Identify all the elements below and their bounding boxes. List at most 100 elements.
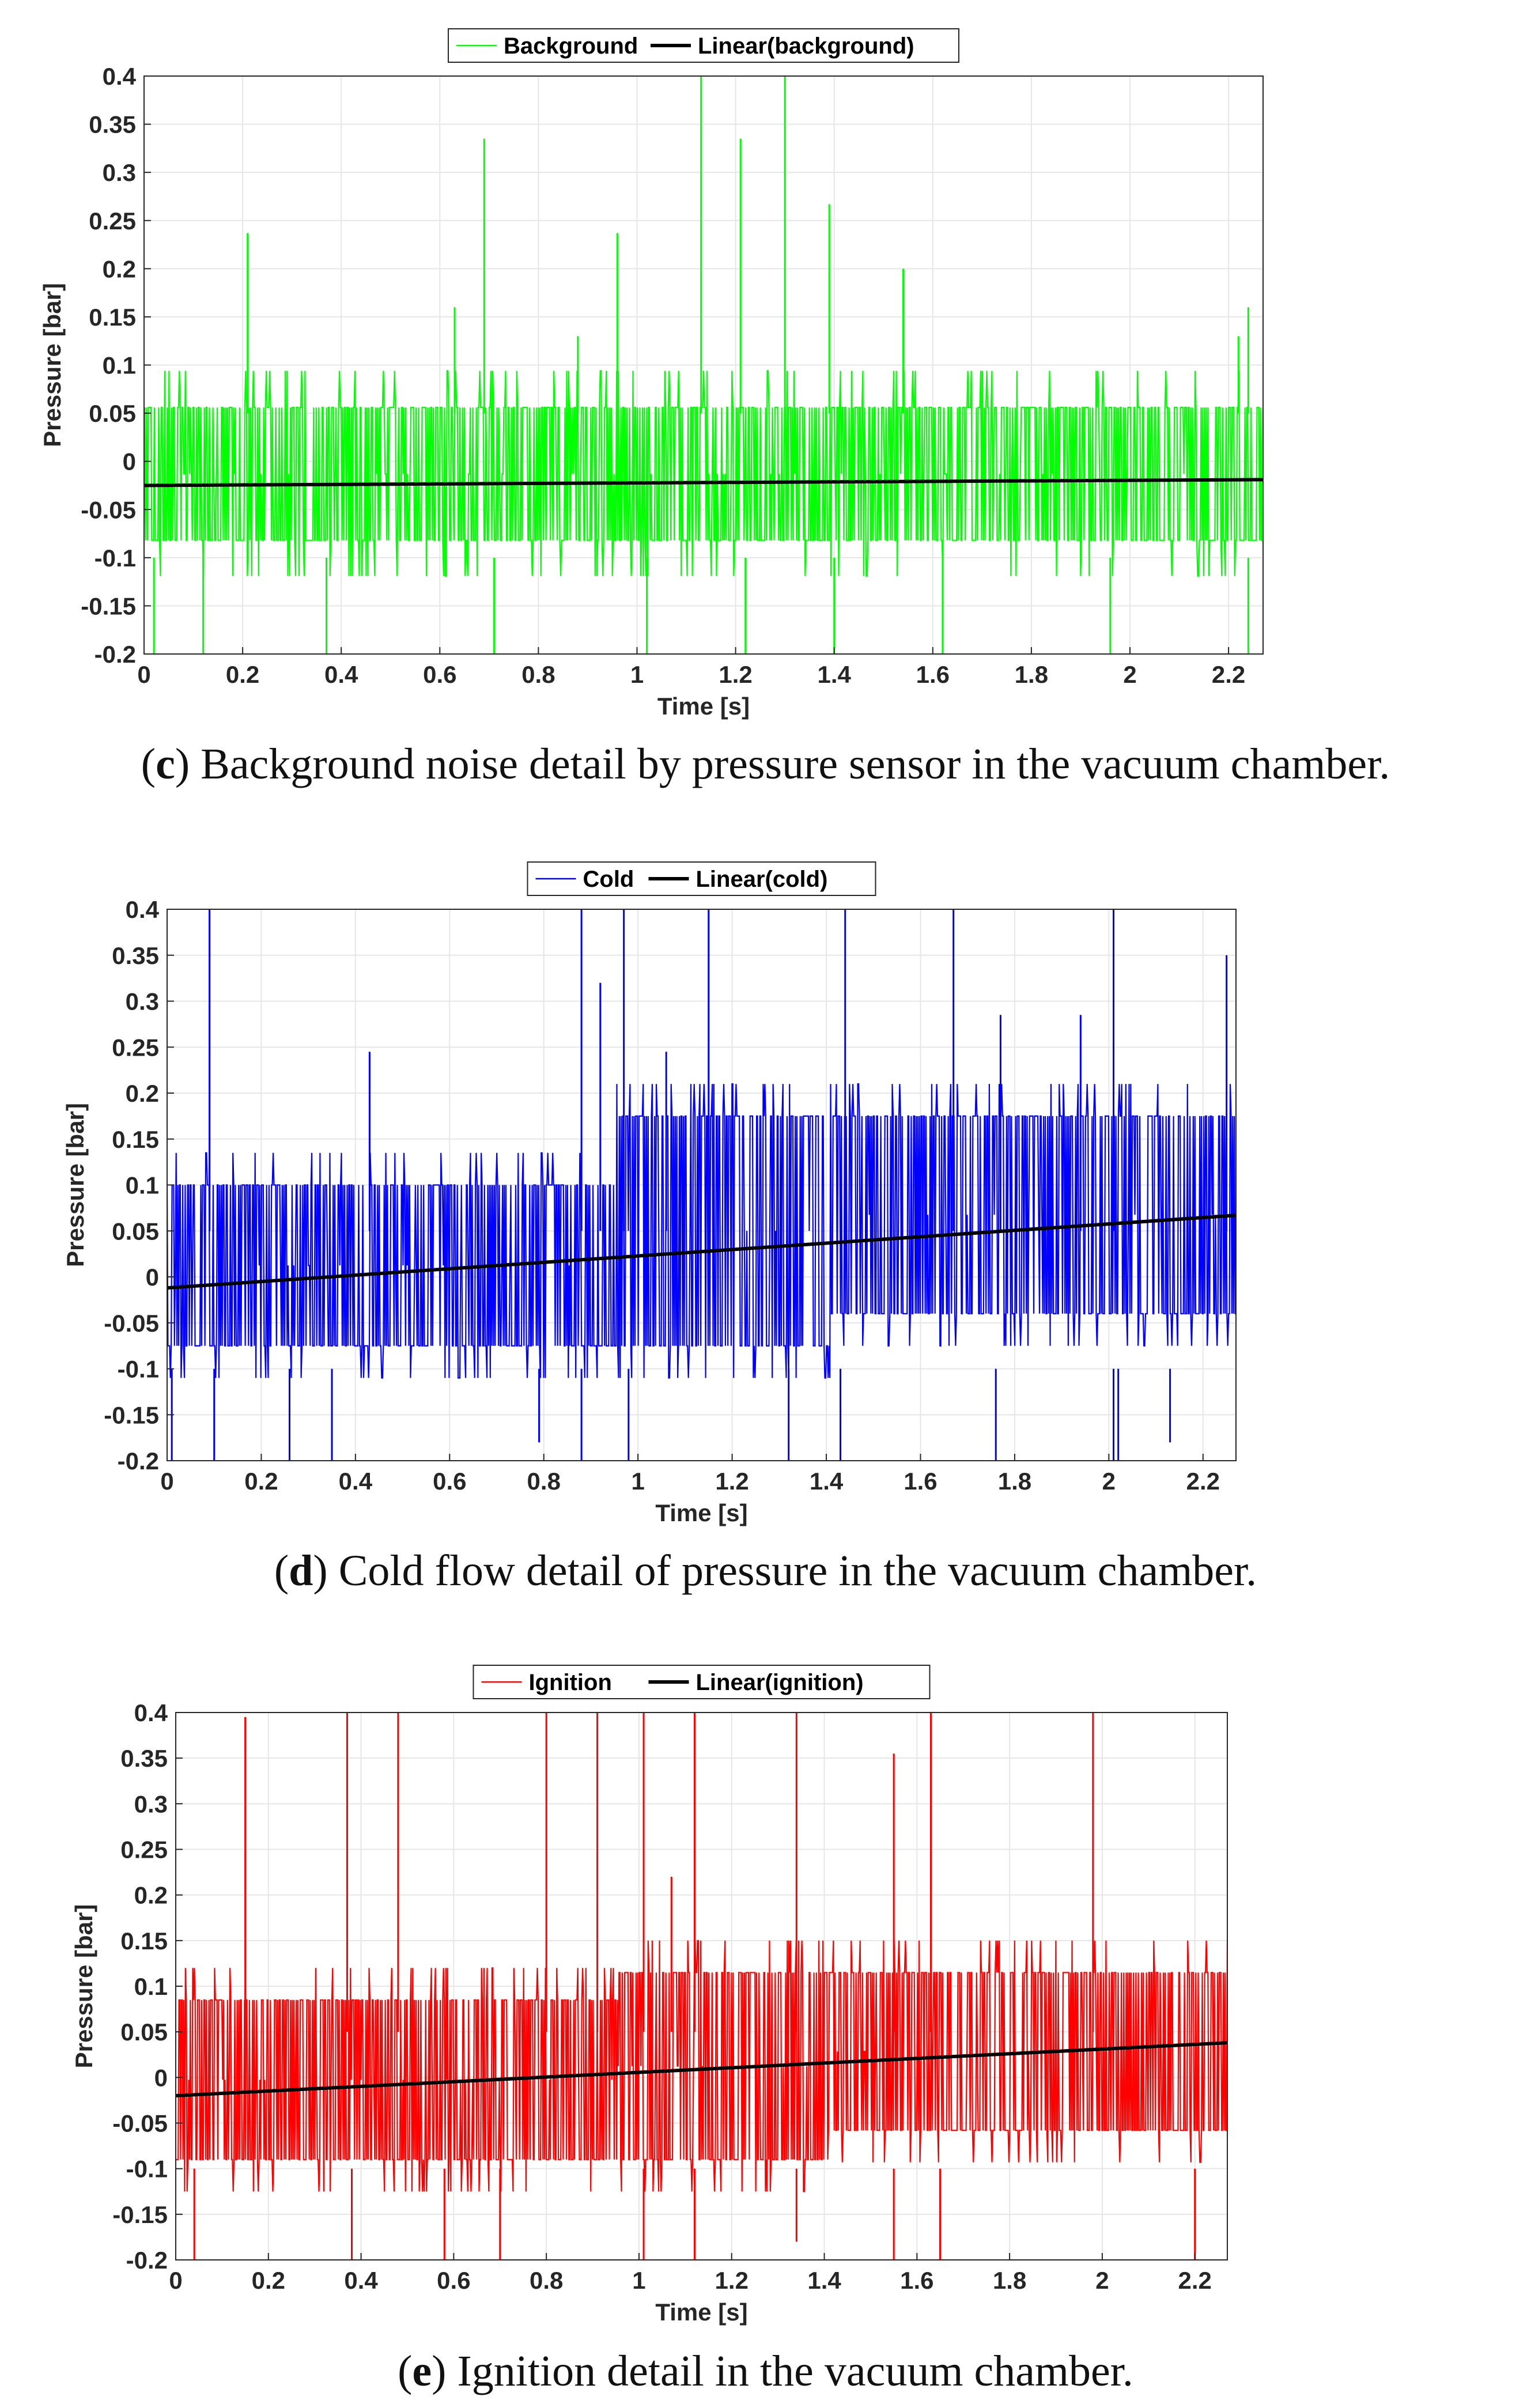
x-tick-label: 0.4: [344, 2267, 378, 2294]
x-tick-label: 2: [1095, 2267, 1109, 2294]
legend-label: Ignition: [529, 1670, 612, 1695]
y-tick-label: 0.25: [120, 1836, 168, 1863]
y-tick-label: -0.05: [112, 2110, 168, 2137]
y-tick-label: 0.2: [103, 255, 136, 282]
x-tick-label: 2: [1102, 1468, 1116, 1495]
legend-box: [472, 1665, 931, 1699]
y-tick-label: 0.05: [120, 2018, 168, 2046]
x-tick-label: 2.2: [1178, 2267, 1212, 2294]
x-tick-label: 1: [632, 2267, 645, 2294]
x-tick-label: 0.2: [244, 1468, 278, 1495]
y-tick-label: 0.35: [120, 1745, 168, 1772]
x-tick-label: 0.4: [339, 1468, 373, 1495]
x-tick-label: 1.4: [810, 1468, 844, 1495]
y-tick-label: -0.15: [112, 2201, 168, 2228]
y-tick-label: 0.3: [103, 159, 136, 186]
x-tick-label: 0: [137, 661, 150, 688]
y-tick-label: 0.3: [134, 1790, 168, 1817]
x-tick-label: 1.2: [715, 2267, 749, 2294]
x-tick-label: 0.8: [530, 2267, 563, 2294]
x-tick-label: 2: [1123, 661, 1136, 688]
x-axis-label: Time [s]: [657, 693, 750, 720]
y-axis-label: Pressure [bar]: [62, 1103, 89, 1267]
y-tick-label: -0.1: [94, 545, 136, 572]
legend-box: [527, 861, 876, 896]
legend-label: Background: [504, 33, 638, 59]
x-axis-label: Time [s]: [655, 1499, 747, 1526]
x-tick-label: 1: [630, 661, 644, 688]
caption-letter: d: [289, 1547, 313, 1595]
y-tick-label: -0.05: [104, 1310, 159, 1337]
x-tick-label: 1.2: [715, 1468, 749, 1495]
x-tick-label: 1.8: [1015, 661, 1048, 688]
y-tick-label: 0.1: [103, 352, 136, 379]
legend-label: Linear(cold): [696, 867, 828, 892]
series-background: [144, 76, 1263, 654]
noise-trace: [144, 370, 1263, 577]
ticks: 0 0.2 0.4 0.6 0.8 1 1.2 1.4 1.6 1.8 2 2.2 -0.2 -0.15 -…: [104, 896, 1220, 1495]
ticks: 0 0.2 0.4 0.6 0.8 1 1.2 1.4 1.6 1.8 2 2.2 -0.2 -0.15 -…: [112, 1699, 1212, 2294]
trend-line: [167, 1214, 1237, 1290]
caption-text: Ignition detail in the vacuum chamber.: [457, 2347, 1133, 2395]
legend: Background Linear(background): [448, 28, 959, 63]
y-tick-label: 0.2: [126, 1080, 159, 1107]
series-ignition: [176, 1713, 1227, 2260]
y-tick-label: 0.15: [120, 1927, 168, 1955]
grid: [143, 75, 1263, 655]
y-tick-label: 0.2: [134, 1882, 168, 1909]
x-tick-label: 0.6: [437, 2267, 470, 2294]
x-tick-label: 1.6: [904, 1468, 937, 1495]
noise-trace: [167, 1083, 1236, 1379]
legend-label: Linear(background): [698, 33, 914, 59]
legend-label: Linear(ignition): [696, 1670, 864, 1695]
caption-e: (e) Ignition detail in the vacuum chambe…: [398, 2347, 1133, 2395]
y-tick-label: -0.2: [126, 2247, 168, 2274]
y-tick-label: -0.15: [104, 1401, 159, 1428]
caption-text: Background noise detail by pressure sens…: [201, 740, 1390, 788]
y-tick-label: 0: [154, 2064, 168, 2091]
x-tick-label: 1.4: [818, 661, 852, 688]
y-tick-label: -0.1: [118, 1356, 159, 1383]
caption-c: (c) Background noise detail by pressure …: [141, 740, 1390, 788]
y-tick-label: 0.4: [103, 63, 137, 90]
x-tick-label: 2.2: [1212, 661, 1245, 688]
y-tick-label: 0.1: [134, 1973, 168, 2000]
y-tick-label: 0.15: [89, 304, 136, 331]
x-tick-label: 0.2: [226, 661, 259, 688]
y-tick-label: 0.35: [89, 111, 136, 138]
chart-cold: 0 0.2 0.4 0.6 0.8 1 1.2 1.4 1.6 1.8 2 2.2 -0.2 -0.15 -…: [62, 861, 1237, 1526]
y-tick-label: 0.4: [134, 1699, 168, 1726]
y-tick-label: 0.4: [126, 896, 160, 923]
caption-letter: e: [412, 2347, 432, 2395]
y-tick-label: -0.05: [81, 496, 136, 523]
legend: Ignition Linear(ignition): [472, 1665, 931, 1699]
chart-background: 0 0.2 0.4 0.6 0.8 1 1.2 1.4 1.6 1.8 2 2.2 -0.2 -0.15 -…: [39, 28, 1264, 720]
x-tick-label: 0.2: [252, 2267, 285, 2294]
noise-trace: [176, 1940, 1227, 2192]
panel-d: 0 0.2 0.4 0.6 0.8 1 1.2 1.4 1.6 1.8 2 2.2 -0.2 -0.15 -…: [62, 861, 1257, 1595]
panel-c: 0 0.2 0.4 0.6 0.8 1 1.2 1.4 1.6 1.8 2 2.2 -0.2 -0.15 -…: [0, 0, 1531, 801]
x-tick-label: 0.8: [527, 1468, 561, 1495]
y-tick-label: 0.15: [112, 1126, 159, 1153]
y-tick-label: -0.15: [81, 592, 136, 619]
x-tick-label: 1.8: [993, 2267, 1026, 2294]
legend: Cold Linear(cold): [527, 861, 876, 896]
x-tick-label: 0.4: [324, 661, 358, 688]
y-tick-label: -0.1: [126, 2156, 168, 2183]
legend-box: [448, 28, 959, 63]
x-tick-label: 1.2: [719, 661, 752, 688]
y-axis-label: Pressure [bar]: [70, 1904, 97, 2069]
y-tick-label: 0.1: [126, 1172, 159, 1199]
x-tick-label: 0.6: [433, 1468, 466, 1495]
x-axis-label: Time [s]: [655, 2299, 747, 2326]
y-tick-label: 0.25: [89, 207, 136, 235]
caption-d: (d) Cold flow detail of pressure in the …: [274, 1547, 1257, 1595]
x-tick-label: 2.2: [1186, 1468, 1220, 1495]
x-tick-label: 0: [169, 2267, 182, 2294]
trend-line: [143, 478, 1264, 487]
y-tick-label: 0.05: [89, 400, 136, 427]
y-tick-label: 0.35: [112, 942, 159, 969]
y-tick-label: 0: [123, 448, 136, 475]
x-tick-label: 1.8: [998, 1468, 1031, 1495]
